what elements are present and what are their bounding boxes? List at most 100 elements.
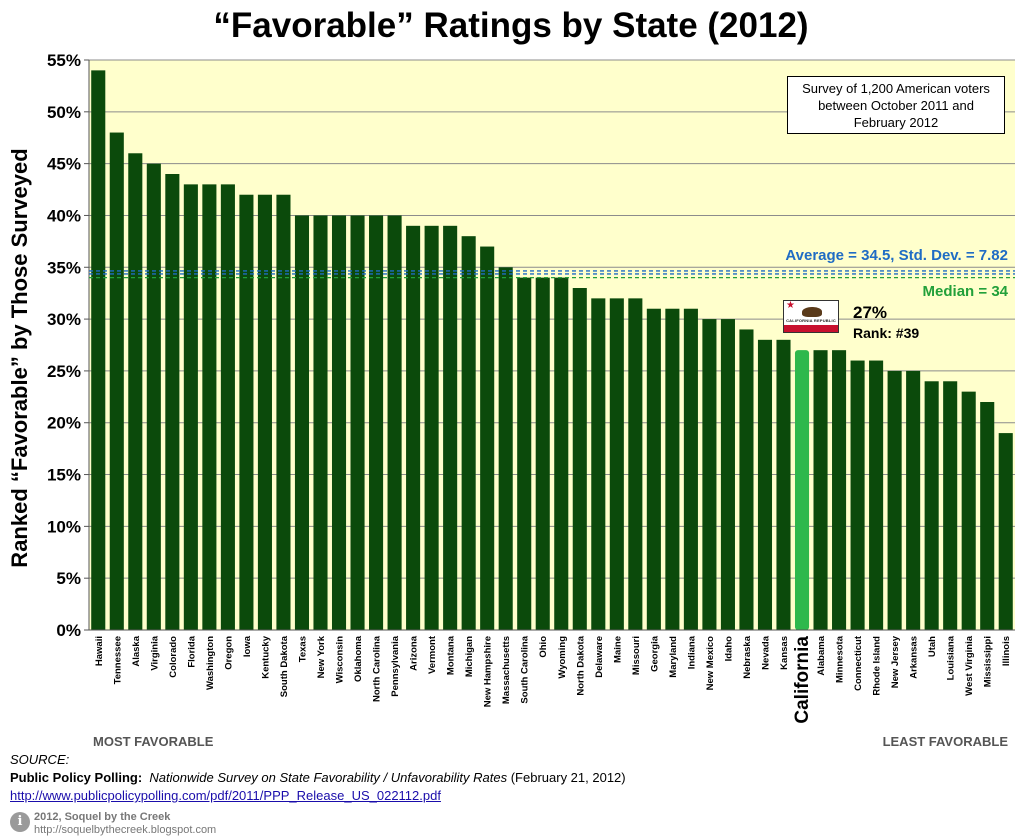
x-tick-label: South Carolina [520, 635, 531, 703]
x-tick-label: Montana [446, 635, 457, 675]
bar-north-dakota [572, 288, 587, 630]
x-tick-label: Texas [297, 636, 308, 662]
bar-missouri [628, 298, 643, 630]
bar-texas [294, 215, 310, 631]
flag-text: CALIFORNIA REPUBLIC [786, 318, 836, 323]
bar-alabama [813, 350, 828, 630]
x-tick-label: Massachusetts [501, 636, 512, 704]
x-tick-label: Maryland [668, 636, 679, 678]
x-tick-label: Kansas [779, 636, 790, 670]
bar-new-york [313, 215, 328, 631]
bar-connecticut [850, 360, 865, 630]
flag-stripe [784, 325, 838, 332]
bar-iowa [239, 194, 254, 630]
bar-massachusetts [498, 267, 513, 630]
x-tick-label: Florida [186, 635, 197, 667]
bar-rhode-island [869, 360, 884, 630]
x-tick-label: Louisiana [946, 635, 957, 680]
source-report: Nationwide Survey on State Favorability … [149, 770, 508, 785]
x-tick-label: Pennsylvania [390, 635, 401, 696]
footer-copyright: 2012, Soquel by the Creek [34, 811, 171, 823]
bar-maine [609, 298, 624, 630]
bar-georgia [646, 308, 661, 630]
y-tick-label: 55% [47, 51, 81, 70]
x-tick-label: New Jersey [890, 635, 901, 688]
x-tick-label: Idaho [723, 636, 734, 662]
y-tick-label: 0% [56, 621, 81, 640]
x-tick-label: Wisconsin [335, 636, 346, 684]
source-label: SOURCE: [10, 752, 70, 767]
bar-virginia [146, 163, 161, 631]
x-tick-label: Hawaii [94, 636, 105, 666]
bar-wyoming [554, 277, 569, 630]
x-tick-label: Virginia [149, 635, 160, 670]
california-percent: 27% [853, 303, 888, 322]
x-tick-label: Illinois [1001, 636, 1012, 666]
bar-south-carolina [517, 277, 532, 630]
bar-california [794, 350, 810, 630]
bar-mississippi [980, 402, 995, 630]
bar-michigan [461, 236, 476, 630]
least-favorable-label: LEAST FAVORABLE [882, 734, 1008, 749]
x-tick-label: New Mexico [705, 636, 716, 691]
x-tick-label: Maine [612, 636, 623, 663]
source-citation: Public Policy Polling: Nationwide Survey… [10, 770, 626, 785]
survey-note-box: Survey of 1,200 American voters between … [787, 76, 1005, 134]
bar-louisiana [943, 381, 958, 630]
bar-montana [443, 225, 458, 630]
x-tick-label: Washington [205, 636, 216, 690]
bar-illinois [998, 433, 1013, 630]
bar-minnesota [832, 350, 847, 630]
bar-washington [202, 184, 217, 630]
x-tick-label: Alaska [131, 635, 142, 666]
footer-url[interactable]: http://soquelbythecreek.blogspot.com [34, 824, 217, 836]
average-label: Average = 34.5, Std. Dev. = 7.82 [785, 247, 1008, 264]
x-tick-label: Minnesota [835, 635, 846, 683]
bar-west-virginia [961, 391, 976, 630]
x-tick-label: Tennessee [112, 636, 123, 684]
bar-wisconsin [331, 215, 347, 631]
x-tick-label: Oregon [223, 636, 234, 670]
bar-ohio [535, 277, 550, 630]
source-org: Public Policy Polling: [10, 770, 143, 785]
y-tick-label: 35% [47, 258, 81, 277]
y-tick-label: 10% [47, 517, 81, 536]
x-tick-label: Delaware [594, 636, 605, 678]
y-tick-label: 5% [56, 569, 81, 588]
x-tick-label: Mississippi [983, 636, 994, 687]
x-tick-label: Wyoming [557, 636, 568, 679]
y-tick-label: 15% [47, 466, 81, 485]
bar-florida [183, 184, 198, 630]
flag-bear-icon [802, 307, 822, 317]
bar-new-mexico [702, 319, 717, 630]
bar-pennsylvania [387, 215, 402, 631]
bar-alaska [128, 153, 143, 631]
y-tick-label: 50% [47, 103, 81, 122]
x-tick-label: California [792, 636, 813, 724]
x-tick-label: Indiana [686, 635, 697, 669]
y-tick-label: 40% [47, 206, 81, 225]
bar-vermont [424, 225, 439, 630]
info-icon: i [10, 812, 30, 832]
x-tick-label: New York [316, 635, 327, 678]
source-date: (February 21, 2012) [510, 770, 626, 785]
x-tick-label: Nevada [760, 635, 771, 670]
bar-oklahoma [350, 215, 365, 631]
bar-delaware [591, 298, 606, 630]
source-link[interactable]: http://www.publicpolicypolling.com/pdf/2… [10, 788, 441, 803]
bar-kansas [776, 339, 791, 630]
bar-south-dakota [276, 194, 291, 630]
bar-tennessee [109, 132, 124, 630]
x-tick-label: Nebraska [742, 635, 753, 678]
x-tick-label: Colorado [168, 636, 179, 678]
bar-new-hampshire [480, 246, 495, 630]
x-tick-label: Kentucky [260, 635, 271, 678]
x-tick-label: Missouri [631, 636, 642, 675]
x-tick-label: Utah [927, 636, 938, 657]
bar-nebraska [739, 329, 754, 630]
x-tick-label: Arizona [409, 635, 420, 671]
bar-maryland [665, 308, 680, 630]
x-tick-label: Georgia [649, 635, 660, 672]
x-tick-label: West Virginia [964, 635, 975, 696]
